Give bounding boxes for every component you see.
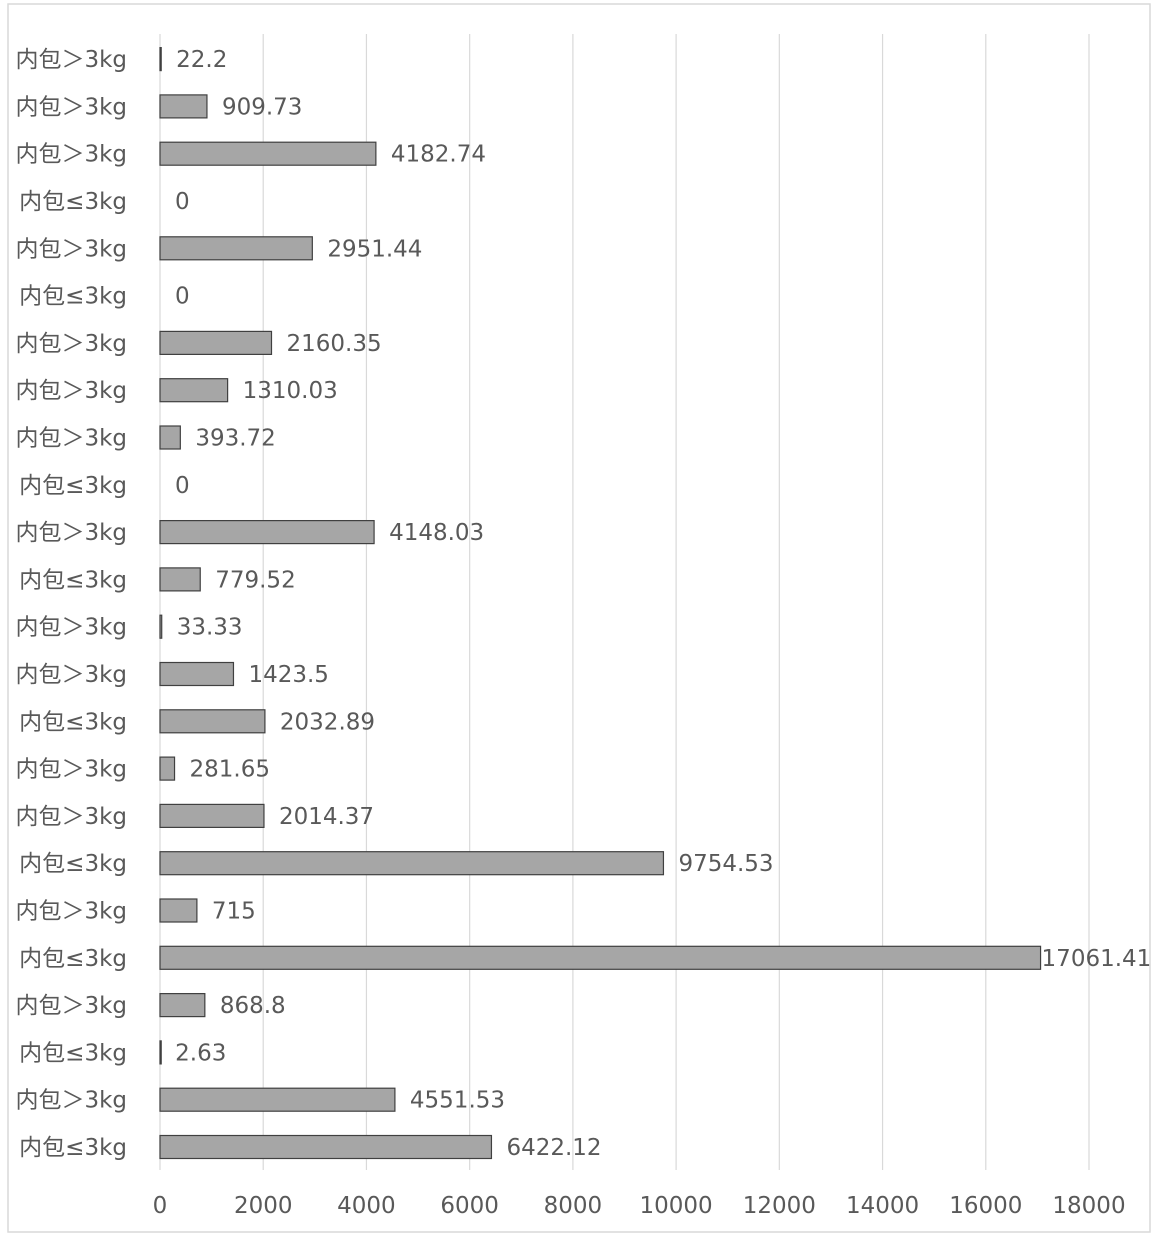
category-label: 内包≤3kg: [19, 709, 127, 735]
bar: [159, 46, 162, 72]
bar-value-label: 9754.53: [678, 851, 773, 877]
x-tick-label: 12000: [743, 1193, 816, 1219]
bar: [159, 519, 375, 545]
x-tick-label: 4000: [337, 1193, 396, 1219]
bar: [159, 378, 229, 403]
bar: [159, 992, 206, 1018]
bar-value-label: 1423.5: [248, 662, 328, 688]
bar: [159, 1134, 493, 1160]
category-label: 内包＞3kg: [15, 520, 127, 546]
category-label: 内包≤3kg: [19, 189, 127, 215]
bar-value-label: 0: [175, 284, 190, 310]
category-label: 内包＞3kg: [15, 993, 127, 1019]
bar: [159, 1087, 396, 1112]
category-label: 内包＞3kg: [15, 331, 127, 357]
bar: [159, 236, 313, 261]
category-label: 内包＞3kg: [15, 426, 127, 452]
bars: [159, 46, 1042, 1160]
category-label: 内包≤3kg: [19, 567, 127, 593]
bar-value-label: 909.73: [222, 94, 302, 120]
bar-value-label: 868.8: [220, 993, 286, 1019]
bar-value-label: 17061.41: [1042, 946, 1152, 972]
category-label: 内包≤3kg: [19, 473, 127, 499]
x-tick-label: 0: [153, 1193, 168, 1219]
chart-frame: [7, 3, 1151, 1233]
bar-value-label: 6422.12: [506, 1135, 601, 1161]
category-label: 内包＞3kg: [15, 899, 127, 925]
value-axis: 0 2000 4000 6000 8000 10000 12000 14000 16000 180…: [153, 1193, 1126, 1219]
category-axis: 内包≤3kg 内包＞3kg 内包≤3kg 内包＞3kg 内包≤3kg 内包＞3kg 内包≤3…: [15, 47, 127, 1161]
category-label: 内包≤3kg: [19, 946, 127, 972]
bar-value-label: 0: [175, 189, 190, 215]
bar-value-label: 1310.03: [243, 378, 338, 404]
bar-value-label: 4148.03: [389, 520, 484, 546]
bar-value-label: 33.33: [177, 615, 243, 641]
category-label: 内包≤3kg: [19, 851, 127, 877]
bar-value-label: 393.72: [195, 426, 275, 452]
bar: [159, 756, 176, 781]
x-tick-label: 8000: [544, 1193, 603, 1219]
bar-value-label: 4182.74: [391, 142, 486, 168]
bar: [159, 567, 201, 592]
category-label: 内包＞3kg: [15, 662, 127, 688]
bar: [159, 330, 273, 355]
gridlines: [159, 34, 1090, 1170]
category-label: 内包＞3kg: [15, 94, 127, 120]
bar-value-label: 2032.89: [280, 709, 375, 735]
x-tick-label: 6000: [440, 1193, 499, 1219]
bar: [159, 898, 198, 923]
bar: [159, 1040, 162, 1065]
category-label: 内包＞3kg: [15, 236, 127, 262]
category-label: 内包＞3kg: [15, 142, 127, 168]
bar-value-label: 715: [212, 899, 256, 925]
category-label: 内包＞3kg: [15, 757, 127, 783]
bar: [159, 614, 163, 639]
bar-value-label: 0: [175, 473, 190, 499]
category-label: 内包＞3kg: [15, 1088, 127, 1114]
category-label: 内包＞3kg: [15, 615, 127, 641]
category-label: 内包＞3kg: [15, 804, 127, 830]
bar: [159, 141, 377, 166]
x-tick-label: 16000: [949, 1193, 1022, 1219]
bar: [159, 709, 266, 734]
category-label: 内包＞3kg: [15, 378, 127, 404]
bar: [159, 94, 208, 119]
x-tick-label: 18000: [1052, 1193, 1125, 1219]
bar-value-label: 2951.44: [327, 236, 422, 262]
category-label: 内包≤3kg: [19, 284, 127, 310]
bar-value-label: 281.65: [190, 757, 270, 783]
bar-value-label: 2.63: [175, 1040, 226, 1066]
bar: [159, 661, 235, 687]
bar: [159, 945, 1042, 970]
bar-value-label: 2014.37: [279, 804, 374, 830]
bar-value-label: 22.2: [176, 47, 227, 73]
bar-value-label: 2160.35: [286, 331, 381, 357]
bar: [159, 425, 181, 450]
bar-value-label: 779.52: [215, 567, 295, 593]
bar-value-label: 4551.53: [410, 1088, 505, 1114]
x-tick-label: 2000: [234, 1193, 293, 1219]
bar: [159, 851, 665, 876]
x-tick-label: 14000: [846, 1193, 919, 1219]
x-tick-label: 10000: [640, 1193, 713, 1219]
category-label: 内包≤3kg: [19, 1040, 127, 1066]
category-label: 内包≤3kg: [19, 1135, 127, 1161]
category-label: 内包＞3kg: [15, 47, 127, 73]
bar: [159, 803, 265, 829]
